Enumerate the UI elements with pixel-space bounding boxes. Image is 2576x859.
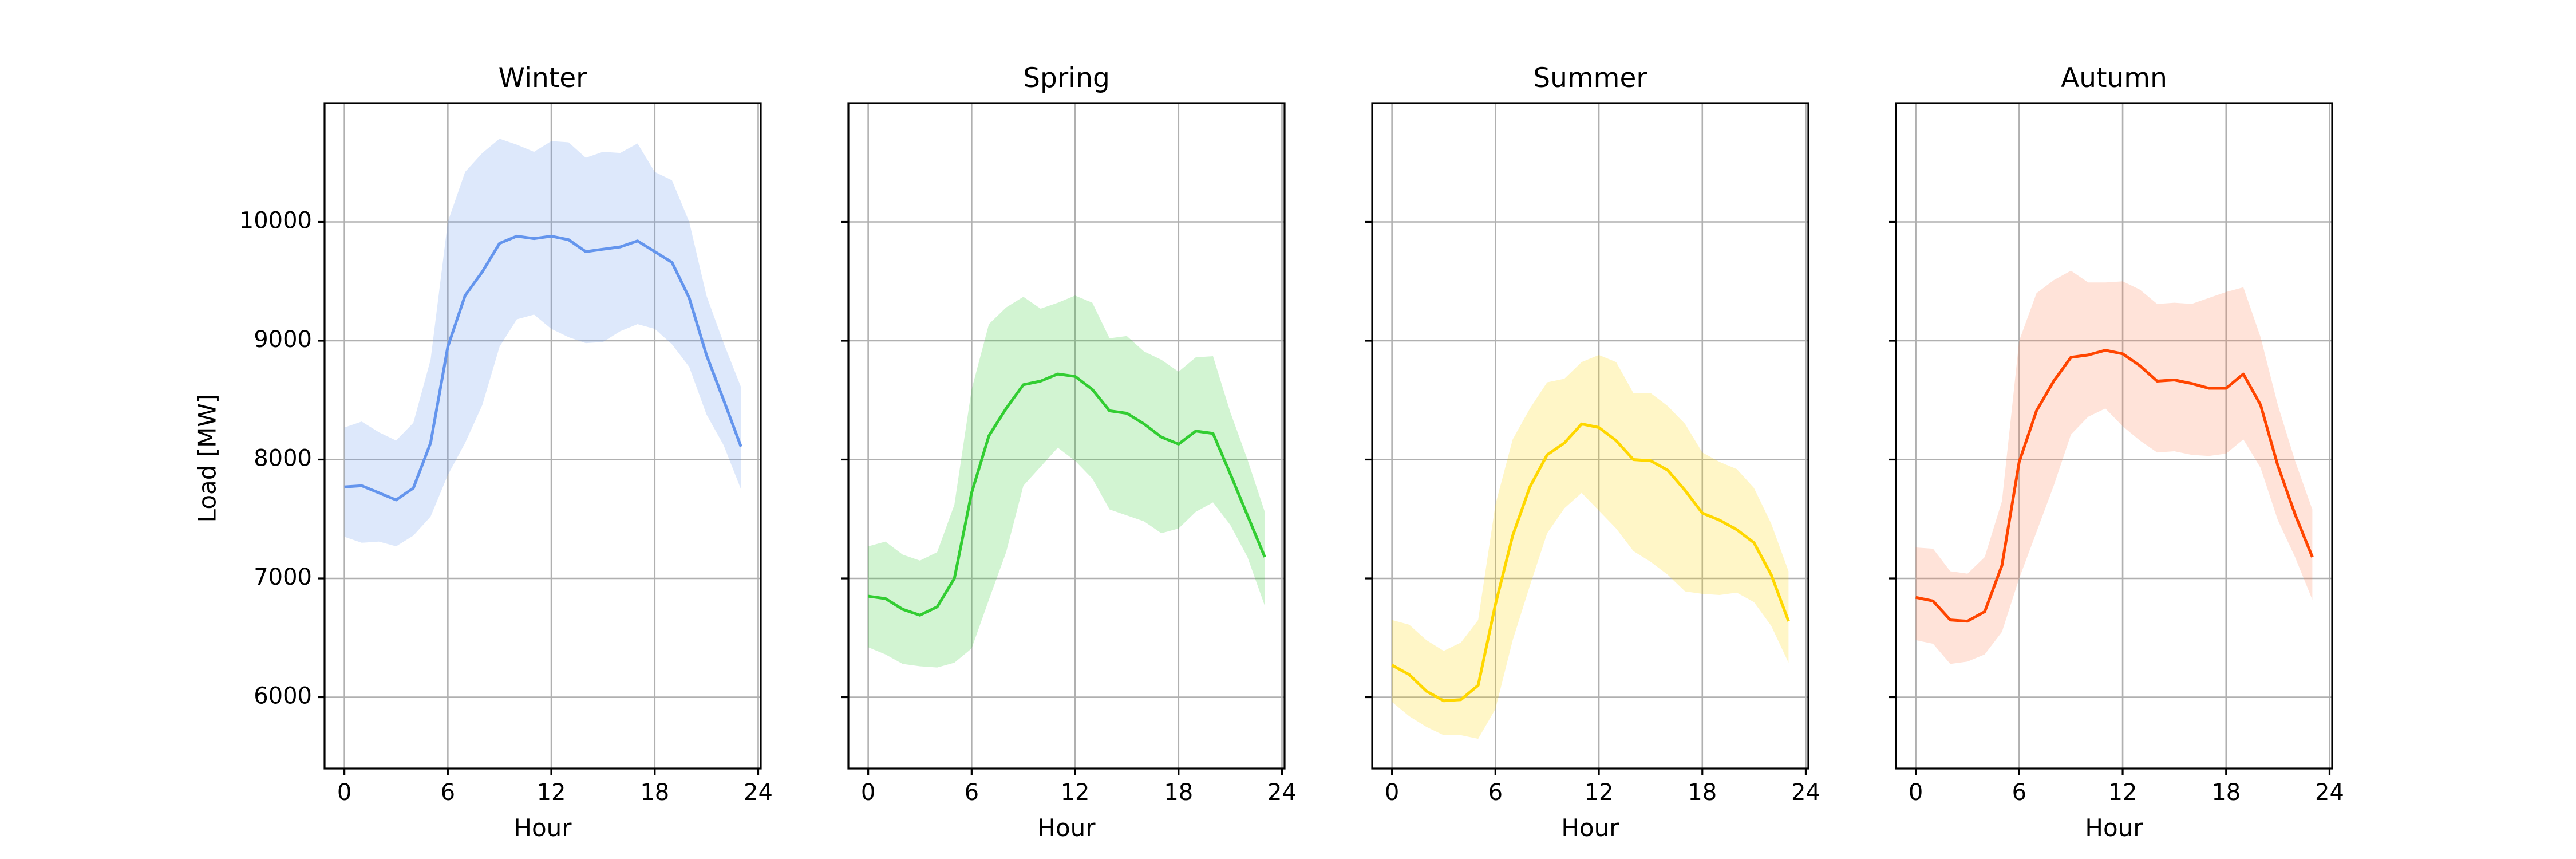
panel-autumn: 0 6 12 18 24 Autumn Hour xyxy=(1889,62,2344,842)
x-axis-label: Hour xyxy=(513,814,572,842)
x-tick-label: 0 xyxy=(1385,779,1399,806)
x-tick-label: 12 xyxy=(1061,779,1090,806)
axes-frame xyxy=(1371,102,1809,770)
range-band xyxy=(868,295,1265,668)
mean-load-line xyxy=(868,372,1266,617)
axes-frame xyxy=(323,102,762,770)
mean-load-line xyxy=(1915,349,2314,623)
x-tick-label: 18 xyxy=(1688,779,1717,806)
x-tick-label: 12 xyxy=(1585,779,1614,806)
y-axis-label: Load [MW] xyxy=(193,394,222,523)
x-tick-label: 0 xyxy=(861,779,875,806)
panel-summer: 0 6 12 18 24 Summer Hour xyxy=(1365,62,1820,842)
mean-load-line xyxy=(344,234,742,502)
x-tick-label: 6 xyxy=(965,779,979,806)
x-tick-label: 24 xyxy=(1791,779,1820,806)
range-band xyxy=(1915,270,2313,664)
panel-title: Winter xyxy=(499,62,588,94)
mean-load-line xyxy=(1391,422,1790,703)
axes-frame xyxy=(847,102,1286,770)
panel-spring: 0 6 12 18 24 Spring Hour xyxy=(841,62,1297,842)
y-tick-label: 9000 xyxy=(254,326,312,353)
y-tick-label: 7000 xyxy=(254,564,312,590)
x-tick-label: 24 xyxy=(1267,779,1297,806)
x-tick-label: 0 xyxy=(337,779,351,806)
x-axis-label: Hour xyxy=(1561,814,1619,842)
range-band xyxy=(344,139,741,547)
y-tick-label: 8000 xyxy=(254,446,312,472)
panel-title: Summer xyxy=(1533,62,1647,94)
panel-title: Spring xyxy=(1023,62,1110,94)
x-axis-label: Hour xyxy=(2085,814,2143,842)
x-axis-label: Hour xyxy=(1037,814,1096,842)
panel-title: Autumn xyxy=(2061,62,2167,94)
axes-frame xyxy=(1895,102,2333,770)
x-tick-label: 6 xyxy=(2012,779,2026,806)
y-tick-label: 10000 xyxy=(239,208,312,234)
x-tick-label: 12 xyxy=(2108,779,2138,806)
x-tick-label: 6 xyxy=(1488,779,1503,806)
x-tick-label: 18 xyxy=(2211,779,2241,806)
x-tick-label: 12 xyxy=(537,779,566,806)
x-tick-label: 6 xyxy=(441,779,455,806)
range-band xyxy=(1392,354,1789,739)
x-tick-label: 18 xyxy=(640,779,669,806)
x-tick-label: 0 xyxy=(1909,779,1923,806)
x-tick-label: 24 xyxy=(744,779,773,806)
y-tick-label: 6000 xyxy=(254,683,312,710)
x-tick-label: 24 xyxy=(2315,779,2344,806)
panel-winter: 0 6 12 18 24 6000 7000 8000 9000 10000 Winter Hour xyxy=(239,62,773,842)
x-tick-label: 18 xyxy=(1164,779,1193,806)
